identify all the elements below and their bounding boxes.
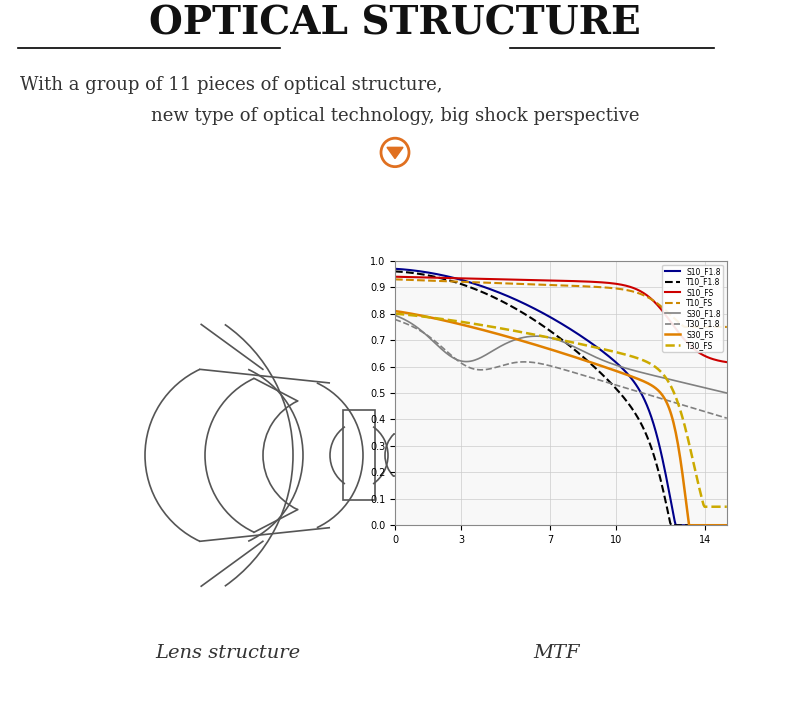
Text: With a group of 11 pieces of optical structure,: With a group of 11 pieces of optical str… bbox=[20, 76, 442, 94]
Bar bbox=[468, 400, 480, 510]
Bar bbox=[343, 410, 375, 501]
Text: MTF: MTF bbox=[534, 644, 580, 662]
Bar bbox=[578, 400, 596, 510]
Legend: S10_F1.8, T10_F1.8, S10_FS, T10_FS, S30_F1.8, T30_F1.8, S30_FS, T30_FS: S10_F1.8, T10_F1.8, S10_FS, T10_FS, S30_… bbox=[662, 264, 723, 352]
Text: Lens structure: Lens structure bbox=[156, 644, 300, 662]
Text: new type of optical technology, big shock perspective: new type of optical technology, big shoc… bbox=[151, 107, 639, 125]
Text: OPTICAL STRUCTURE: OPTICAL STRUCTURE bbox=[149, 5, 641, 43]
Polygon shape bbox=[387, 147, 403, 159]
